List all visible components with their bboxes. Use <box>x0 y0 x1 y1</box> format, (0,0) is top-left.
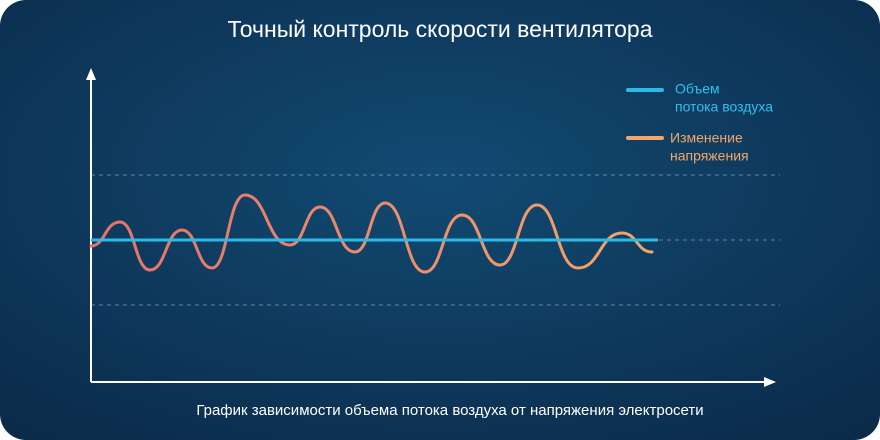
axes <box>86 68 776 387</box>
caption: График зависимости объема потока воздуха… <box>196 402 703 419</box>
legend-label: Изменение <box>670 130 743 146</box>
legend-label: Объем <box>675 81 720 97</box>
voltage-wave <box>89 193 654 274</box>
title: Точный контроль скорости вентилятора <box>227 16 652 42</box>
x-axis-arrow <box>764 377 776 387</box>
y-axis-arrow <box>86 68 96 80</box>
legend-label: потока воздуха <box>675 99 773 115</box>
legend-label: напряжения <box>670 148 749 164</box>
